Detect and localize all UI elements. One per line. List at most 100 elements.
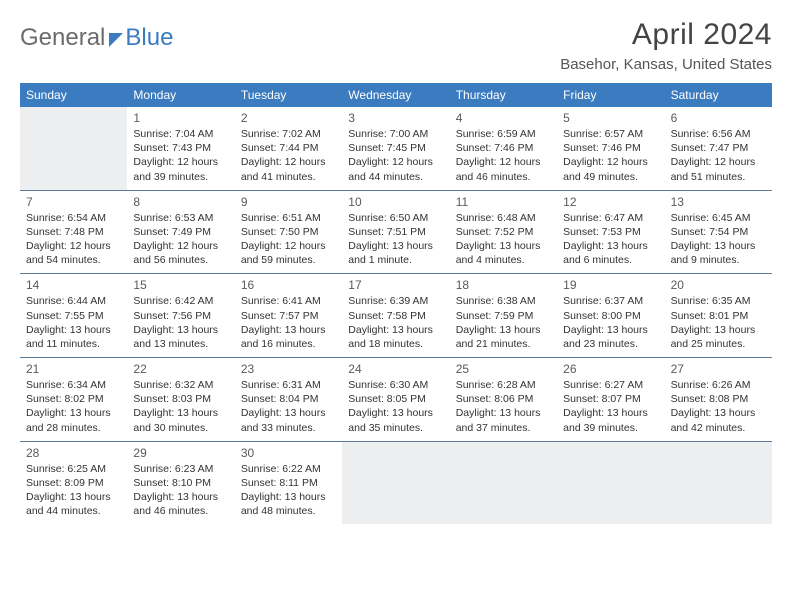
day-number: 25	[456, 362, 551, 376]
day-cell: 6Sunrise: 6:56 AMSunset: 7:47 PMDaylight…	[665, 107, 772, 190]
sunrise-text: Sunrise: 6:54 AM	[26, 211, 121, 225]
sunset-text: Sunset: 7:49 PM	[133, 225, 228, 239]
dow-label: Tuesday	[235, 83, 342, 107]
sunrise-text: Sunrise: 6:31 AM	[241, 378, 336, 392]
dow-label: Wednesday	[342, 83, 449, 107]
sunrise-text: Sunrise: 6:28 AM	[456, 378, 551, 392]
month-title: April 2024	[560, 18, 772, 52]
day-number: 17	[348, 278, 443, 292]
day-cell: 29Sunrise: 6:23 AMSunset: 8:10 PMDayligh…	[127, 442, 234, 525]
day-number: 18	[456, 278, 551, 292]
sunrise-text: Sunrise: 6:32 AM	[133, 378, 228, 392]
sunrise-text: Sunrise: 6:53 AM	[133, 211, 228, 225]
sunset-text: Sunset: 7:55 PM	[26, 309, 121, 323]
daylight-text: Daylight: 12 hours and 49 minutes.	[563, 155, 658, 183]
day-cell: 27Sunrise: 6:26 AMSunset: 8:08 PMDayligh…	[665, 358, 772, 441]
day-cell: 7Sunrise: 6:54 AMSunset: 7:48 PMDaylight…	[20, 191, 127, 274]
daylight-text: Daylight: 13 hours and 33 minutes.	[241, 406, 336, 434]
sunrise-text: Sunrise: 7:04 AM	[133, 127, 228, 141]
day-cell: 2Sunrise: 7:02 AMSunset: 7:44 PMDaylight…	[235, 107, 342, 190]
daylight-text: Daylight: 13 hours and 48 minutes.	[241, 490, 336, 518]
sunset-text: Sunset: 7:51 PM	[348, 225, 443, 239]
day-cell: 9Sunrise: 6:51 AMSunset: 7:50 PMDaylight…	[235, 191, 342, 274]
week-row: 14Sunrise: 6:44 AMSunset: 7:55 PMDayligh…	[20, 274, 772, 358]
day-cell: 21 Sunrise: 6:34 AMSunset: 8:02 PMDayligh…	[20, 358, 127, 441]
day-number: 6	[671, 111, 766, 125]
sunrise-text: Sunrise: 6:59 AM	[456, 127, 551, 141]
daylight-text: Daylight: 13 hours and 46 minutes.	[133, 490, 228, 518]
day-number: 3	[348, 111, 443, 125]
daylight-text: Daylight: 13 hours and 18 minutes.	[348, 323, 443, 351]
day-number: 26	[563, 362, 658, 376]
day-number: 10	[348, 195, 443, 209]
day-number: 28	[26, 446, 121, 460]
daylight-text: Daylight: 12 hours and 41 minutes.	[241, 155, 336, 183]
day-number: 19	[563, 278, 658, 292]
daylight-text: Daylight: 13 hours and 28 minutes.	[26, 406, 121, 434]
day-cell: 24Sunrise: 6:30 AMSunset: 8:05 PMDayligh…	[342, 358, 449, 441]
daylight-text: Daylight: 13 hours and 23 minutes.	[563, 323, 658, 351]
sunrise-text: Sunrise: 6:34 AM	[26, 378, 121, 392]
sunset-text: Sunset: 8:05 PM	[348, 392, 443, 406]
daylight-text: Daylight: 12 hours and 39 minutes.	[133, 155, 228, 183]
day-cell: 3Sunrise: 7:00 AMSunset: 7:45 PMDaylight…	[342, 107, 449, 190]
day-number: 5	[563, 111, 658, 125]
daylight-text: Daylight: 13 hours and 39 minutes.	[563, 406, 658, 434]
day-number: 1	[133, 111, 228, 125]
day-of-week-header: SundayMondayTuesdayWednesdayThursdayFrid…	[20, 83, 772, 107]
day-number: 11	[456, 195, 551, 209]
daylight-text: Daylight: 13 hours and 30 minutes.	[133, 406, 228, 434]
sunset-text: Sunset: 7:46 PM	[456, 141, 551, 155]
day-cell: 10Sunrise: 6:50 AMSunset: 7:51 PMDayligh…	[342, 191, 449, 274]
day-number: 23	[241, 362, 336, 376]
sunset-text: Sunset: 8:02 PM	[26, 392, 121, 406]
day-cell: 17Sunrise: 6:39 AMSunset: 7:58 PMDayligh…	[342, 274, 449, 357]
day-cell: 1Sunrise: 7:04 AMSunset: 7:43 PMDaylight…	[127, 107, 234, 190]
sunrise-text: Sunrise: 6:37 AM	[563, 294, 658, 308]
daylight-text: Daylight: 13 hours and 6 minutes.	[563, 239, 658, 267]
day-cell: 16Sunrise: 6:41 AMSunset: 7:57 PMDayligh…	[235, 274, 342, 357]
sunset-text: Sunset: 7:53 PM	[563, 225, 658, 239]
day-number: 29	[133, 446, 228, 460]
day-cell: 12Sunrise: 6:47 AMSunset: 7:53 PMDayligh…	[557, 191, 664, 274]
sunrise-text: Sunrise: 7:02 AM	[241, 127, 336, 141]
day-number: 8	[133, 195, 228, 209]
daylight-text: Daylight: 12 hours and 59 minutes.	[241, 239, 336, 267]
sunset-text: Sunset: 7:50 PM	[241, 225, 336, 239]
sunset-text: Sunset: 7:59 PM	[456, 309, 551, 323]
empty-cell	[665, 442, 772, 525]
header: General Blue April 2024 Basehor, Kansas,…	[20, 18, 772, 73]
sunset-text: Sunset: 8:01 PM	[671, 309, 766, 323]
sunset-text: Sunset: 8:00 PM	[563, 309, 658, 323]
brand-part1: General	[20, 24, 105, 52]
sunrise-text: Sunrise: 6:56 AM	[671, 127, 766, 141]
daylight-text: Daylight: 13 hours and 11 minutes.	[26, 323, 121, 351]
day-number: 13	[671, 195, 766, 209]
empty-cell	[557, 442, 664, 525]
day-number: 21	[26, 362, 121, 376]
day-number: 24	[348, 362, 443, 376]
sunset-text: Sunset: 7:56 PM	[133, 309, 228, 323]
day-cell: 15Sunrise: 6:42 AMSunset: 7:56 PMDayligh…	[127, 274, 234, 357]
daylight-text: Daylight: 13 hours and 35 minutes.	[348, 406, 443, 434]
day-cell: 28Sunrise: 6:25 AMSunset: 8:09 PMDayligh…	[20, 442, 127, 525]
sunset-text: Sunset: 8:10 PM	[133, 476, 228, 490]
sunrise-text: Sunrise: 6:45 AM	[671, 211, 766, 225]
empty-cell	[342, 442, 449, 525]
day-cell: 8 Sunrise: 6:53 AMSunset: 7:49 PMDaylight…	[127, 191, 234, 274]
day-number: 14	[26, 278, 121, 292]
dow-label: Sunday	[20, 83, 127, 107]
day-number: 9	[241, 195, 336, 209]
sunrise-text: Sunrise: 6:26 AM	[671, 378, 766, 392]
day-cell: 5Sunrise: 6:57 AMSunset: 7:46 PMDaylight…	[557, 107, 664, 190]
location-label: Basehor, Kansas, United States	[560, 56, 772, 73]
daylight-text: Daylight: 13 hours and 1 minute.	[348, 239, 443, 267]
day-cell: 18Sunrise: 6:38 AMSunset: 7:59 PMDayligh…	[450, 274, 557, 357]
sunset-text: Sunset: 7:45 PM	[348, 141, 443, 155]
sunrise-text: Sunrise: 6:27 AM	[563, 378, 658, 392]
sunrise-text: Sunrise: 6:25 AM	[26, 462, 121, 476]
sunset-text: Sunset: 8:06 PM	[456, 392, 551, 406]
sunrise-text: Sunrise: 6:48 AM	[456, 211, 551, 225]
day-number: 4	[456, 111, 551, 125]
daylight-text: Daylight: 12 hours and 56 minutes.	[133, 239, 228, 267]
